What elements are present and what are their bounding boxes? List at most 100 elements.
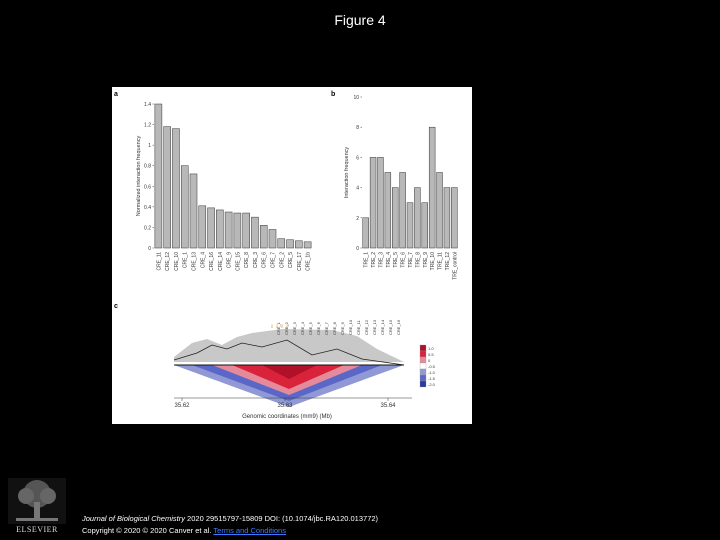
bar [189, 173, 198, 249]
bar [295, 240, 303, 249]
x-axis-label: Genomic coordinates (mm9) (Mb) [242, 414, 332, 420]
x-tick-label: CRE_6 [262, 252, 268, 268]
panel-label-b: b [331, 91, 335, 98]
arrow-marker: ⇩ [270, 324, 274, 330]
bar [172, 128, 180, 249]
legend-label: -0.5 [428, 364, 436, 369]
cre-label: CRE_9 [340, 321, 345, 335]
legend-swatch [419, 356, 427, 364]
bar [384, 172, 392, 249]
legend-label: 0 [428, 358, 431, 363]
cre-label: CRE_12 [364, 319, 369, 335]
y-tick-label: 4 [356, 186, 359, 192]
y-tick-label: 0.8 [144, 164, 151, 170]
panel-label-a: a [114, 91, 118, 98]
x-tick-label: CRE_12 [165, 252, 171, 271]
bar [406, 202, 414, 249]
y-tick-label: 0.2 [144, 225, 151, 231]
y-tick-label: 2 [356, 216, 359, 222]
legend-swatch [419, 374, 427, 382]
bar [303, 241, 312, 249]
bar [362, 217, 369, 249]
x-tick-label: TRE_4 [386, 252, 392, 268]
y-tick-label: 8 [356, 125, 359, 131]
legend-label: -1.5 [428, 376, 436, 381]
chart-a: 0 0.2 0.4 0.6 0.8 1 1.2 1.4 Normalized interacti… [136, 102, 312, 271]
bar [242, 212, 250, 249]
citation-text: 2020 29515797-15809 DOI: (10.1074/jbc.RA… [184, 514, 379, 523]
legend-label: -2.0 [428, 382, 436, 387]
x-tick-label: CRE_7 [271, 252, 277, 268]
y-tick-label: 0.4 [144, 205, 151, 211]
bar [399, 172, 406, 249]
bar [369, 157, 377, 249]
legend-swatch [419, 368, 427, 376]
x-tick-label: 35.62 [174, 403, 190, 409]
copyright-text: Copyright © 2020 © 2020 Canver et al. [82, 526, 214, 535]
y-tick-label: 6 [356, 155, 359, 161]
bar [277, 238, 286, 249]
x-tick-label: TRE_12 [445, 252, 451, 271]
legend-label: 1.0 [428, 346, 434, 351]
journal-name: Journal of Biological Chemistry [82, 514, 185, 523]
elsevier-wordmark: ELSEVIER [16, 525, 58, 534]
y-tick-label: 1 [148, 143, 151, 149]
footer: Journal of Biological Chemistry 2020 295… [82, 513, 378, 537]
interaction-line [173, 339, 405, 366]
cre-label: CRE_10 [348, 319, 353, 335]
cre-label: CRE_2 [284, 321, 289, 335]
x-tick-label: TRE_1 [364, 252, 370, 268]
bar [180, 165, 189, 249]
x-tick-label: CRE_5 [288, 252, 294, 268]
x-tick-label: CRE_8 [244, 252, 250, 268]
cre-label: CRE_15 [388, 319, 393, 335]
terms-link[interactable]: Terms and Conditions [213, 526, 286, 535]
cre-label: CRE_3 [292, 321, 297, 335]
y-axis-label: Normalized interaction frequency [136, 136, 142, 217]
x-tick-label: TRE_2 [371, 252, 377, 268]
panel-label-c: c [114, 303, 118, 310]
legend-swatch [419, 350, 427, 358]
tree-icon [8, 478, 66, 524]
cre-label: CRE_4 [300, 321, 305, 335]
legend-label: -1.0 [428, 370, 436, 375]
y-tick-label: 10 [353, 95, 359, 101]
cre-label: CRE_8 [332, 321, 337, 335]
arrow-marker: ⇩ [285, 324, 289, 330]
x-tick-label: CRE_17 [297, 252, 303, 271]
y-tick-label: 0 [148, 246, 151, 252]
bar [421, 202, 428, 249]
legend-swatch [419, 362, 427, 370]
x-tick-label: TRE_10 [430, 252, 436, 271]
x-tick-label: CRE_1b [306, 252, 312, 271]
x-tick-label: CRE_14 [218, 252, 224, 271]
cre-label: CRE_16 [396, 319, 401, 335]
cre-label: CRE_11 [356, 319, 361, 335]
cre-label: CRE_13 [372, 319, 377, 335]
legend-label: 0.5 [428, 352, 434, 357]
cre-label: CRE_14 [380, 319, 385, 335]
y-tick-label: 1.2 [144, 123, 151, 129]
figure-svg: a b c 0 0.2 0.4 0.6 0.8 1 1.2 1.4 Normalized int… [114, 91, 458, 420]
bar [377, 157, 384, 249]
arrow-marker: ⇩ [280, 324, 284, 330]
arrow-marker: ⇩ [275, 324, 279, 330]
x-tick-label: CRE_15 [235, 252, 241, 271]
cre-label: CRE_5 [308, 321, 313, 335]
x-tick-label: CRE_10 [174, 252, 180, 271]
x-tick-label: 35.63 [277, 403, 293, 409]
x-tick-label: CRE_11 [156, 252, 162, 271]
x-tick-label: 35.64 [380, 403, 396, 409]
bar [428, 126, 436, 249]
y-axis-label: Interaction frequency [344, 147, 350, 199]
x-tick-label: TRE_7 [408, 252, 414, 268]
x-tick-label: TRE_3 [378, 252, 384, 268]
cre-label: CRE_7 [324, 321, 329, 335]
bar [392, 187, 399, 249]
bar [286, 239, 294, 249]
y-tick-label: 1.4 [144, 102, 151, 108]
bar [251, 216, 259, 249]
y-tick-label: 0 [356, 246, 359, 252]
x-tick-label: TRE_11 [438, 252, 444, 270]
